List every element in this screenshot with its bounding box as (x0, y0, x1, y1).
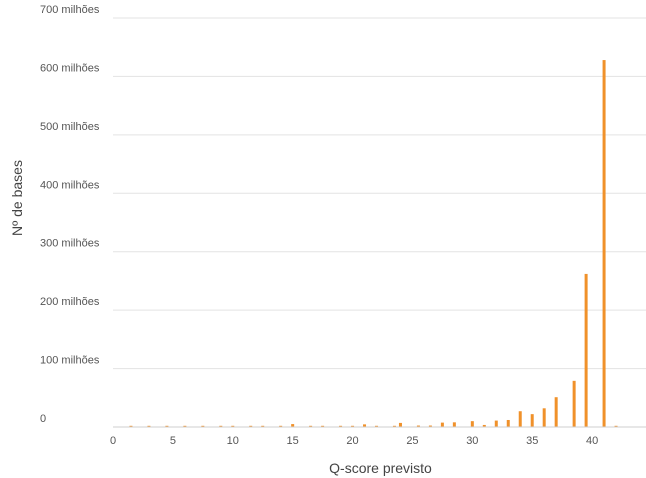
bar (602, 60, 606, 427)
bar (584, 273, 588, 427)
y-axis-title: Nº de bases (9, 160, 25, 236)
y-tick-label: 500 milhões (40, 121, 100, 133)
bar (440, 422, 444, 427)
x-axis-title: Q-score previsto (329, 460, 432, 476)
y-tick-label: 300 milhões (40, 238, 100, 250)
bars (129, 60, 618, 427)
y-tick-label: 400 milhões (40, 179, 100, 191)
x-tick-label: 20 (346, 435, 358, 447)
bar (530, 414, 534, 427)
x-tick-label: 25 (406, 435, 418, 447)
bar (506, 419, 510, 427)
bar (147, 425, 151, 427)
bar (428, 425, 432, 427)
x-tick-label: 35 (526, 435, 538, 447)
bar (482, 424, 486, 427)
bar (363, 424, 367, 427)
bar (129, 425, 133, 427)
x-tick-label: 0 (110, 435, 116, 447)
bar (183, 425, 187, 427)
bar (261, 425, 265, 427)
bar (452, 422, 456, 427)
x-tick-labels: 0 5 10 15 20 25 30 35 40 (110, 435, 598, 447)
bar (165, 425, 169, 427)
y-tick-label: 600 milhões (40, 62, 100, 74)
bar (398, 422, 402, 427)
y-gridlines (113, 17, 646, 370)
bar (554, 397, 558, 427)
y-tick-labels: 0 100 milhões 200 milhões 300 milhões 400 mi… (40, 4, 100, 425)
bar (614, 425, 618, 427)
y-tick-label: 200 milhões (40, 296, 100, 308)
bar (572, 380, 576, 427)
bar (309, 425, 313, 427)
y-tick-label: 700 milhões (40, 4, 100, 16)
bar (470, 421, 474, 427)
bar (291, 424, 295, 427)
bar (351, 425, 355, 427)
bar (392, 425, 396, 427)
bar (518, 411, 522, 427)
bar (249, 425, 253, 427)
x-tick-label: 15 (287, 435, 299, 447)
bar (542, 408, 546, 427)
bar (375, 425, 379, 427)
bar (321, 425, 325, 427)
bar (231, 425, 235, 427)
bar (219, 425, 223, 427)
bar (201, 425, 205, 427)
x-tick-label: 5 (170, 435, 176, 447)
bar (279, 425, 283, 427)
x-tick-label: 40 (586, 435, 598, 447)
bar (416, 425, 420, 427)
y-tick-label: 0 (40, 413, 46, 425)
bar (494, 420, 498, 427)
y-tick-label: 100 milhões (40, 355, 100, 367)
bar (339, 425, 343, 427)
x-tick-label: 30 (466, 435, 478, 447)
x-tick-label: 10 (227, 435, 239, 447)
